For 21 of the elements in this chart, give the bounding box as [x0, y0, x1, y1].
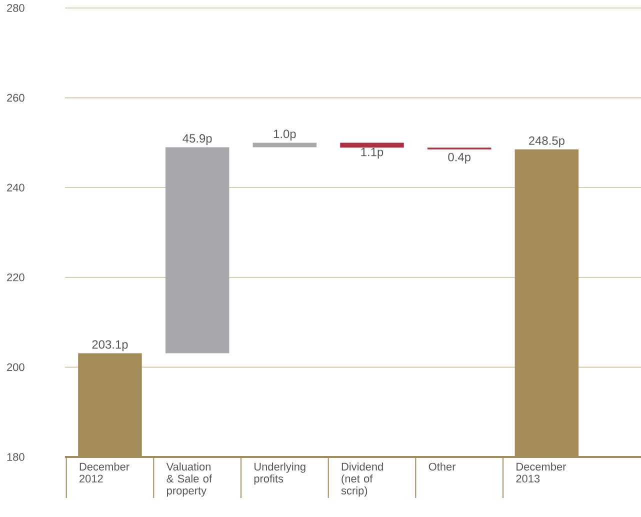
y-tick-label: 280 — [7, 4, 24, 12]
data-label: 248.5p — [528, 136, 564, 148]
x-tick-label: Other — [428, 462, 456, 471]
x-tick-label: December 2012 — [80, 462, 130, 483]
data-label: 1.0p — [274, 130, 296, 140]
bar — [165, 147, 230, 354]
y-tick-label: 220 — [7, 274, 24, 282]
y-tick-label: 240 — [7, 184, 24, 192]
data-label: 0.4p — [448, 152, 470, 164]
data-label: 203.1p — [92, 340, 128, 352]
bar — [340, 142, 404, 148]
y-tick-label: 200 — [7, 363, 24, 372]
x-tick-label: Underlying profits — [254, 462, 306, 485]
x-tick-label: Valuation & Sale of property — [166, 462, 212, 497]
data-label: 1.1p — [361, 148, 384, 159]
y-tick-label: 260 — [7, 94, 24, 102]
bar — [252, 142, 317, 148]
y-tick-label: 180 — [7, 453, 24, 461]
data-label: 45.9p — [182, 134, 212, 145]
x-tick-label: Dividend (net of scrip) — [341, 462, 383, 497]
x-tick-label: December 2013 — [516, 462, 566, 483]
